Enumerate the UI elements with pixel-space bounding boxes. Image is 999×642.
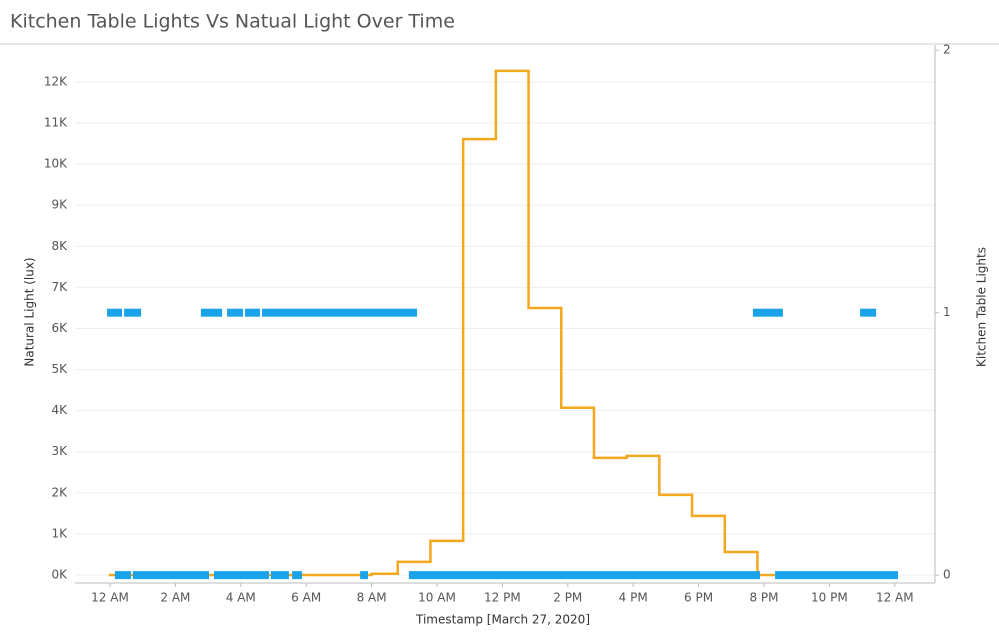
y2-axis-title: Kitchen Table Lights (975, 247, 989, 367)
light-state-bar (775, 571, 899, 580)
x-tick-label: 4 PM (619, 591, 648, 605)
light-state-bar (200, 308, 223, 317)
x-tick-label: 10 AM (418, 591, 456, 605)
x-tick-label: 12 AM (876, 591, 914, 605)
y-tick-label: 8K (51, 239, 68, 253)
x-tick-label: 2 PM (553, 591, 582, 605)
y-tick-label: 5K (51, 362, 68, 376)
y-tick-label: 6K (51, 321, 68, 335)
x-tick-label: 6 PM (684, 591, 713, 605)
y-tick-label: 0K (51, 567, 68, 581)
y-tick-label: 9K (51, 198, 68, 212)
x-tick-label: 8 AM (357, 591, 387, 605)
light-state-bar (107, 308, 123, 317)
x-tick-label: 12 AM (91, 591, 129, 605)
x-tick-label: 2 AM (160, 591, 190, 605)
light-state-bar (262, 308, 418, 317)
y-tick-label: 7K (51, 280, 68, 294)
y-tick-label: 10K (44, 157, 68, 171)
chart-title: Kitchen Table Lights Vs Natual Light Ove… (10, 11, 455, 33)
light-state-bar (213, 571, 269, 580)
y-tick-label: 3K (51, 444, 68, 458)
x-tick-label: 6 AM (291, 591, 321, 605)
light-state-bar (270, 571, 289, 580)
y-tick-label: 12K (44, 74, 68, 88)
y-tick-label: 2K (51, 485, 68, 499)
light-state-bar (227, 308, 244, 317)
light-state-bar (124, 308, 142, 317)
x-axis-title: Timestamp [March 27, 2020] (415, 613, 590, 627)
x-tick-label: 10 PM (811, 591, 848, 605)
y-tick-label: 1K (51, 526, 68, 540)
light-state-bar (132, 571, 210, 580)
light-state-bar (360, 571, 368, 580)
light-state-bar (752, 308, 783, 317)
y-tick-label: 4K (51, 403, 68, 417)
light-state-bar (245, 308, 261, 317)
y2-tick-label: 0 (943, 568, 951, 582)
y-tick-label: 11K (44, 116, 68, 130)
y2-tick-label: 1 (943, 305, 951, 319)
x-tick-label: 8 PM (749, 591, 778, 605)
light-state-bar (408, 571, 761, 580)
light-state-bar (114, 571, 131, 580)
y-axis-title: Natural Light (lux) (23, 257, 37, 366)
light-state-bar (292, 571, 302, 580)
x-tick-label: 4 AM (226, 591, 256, 605)
light-state-bar (860, 308, 877, 317)
y2-tick-label: 2 (943, 43, 951, 57)
x-tick-label: 12 PM (484, 591, 521, 605)
